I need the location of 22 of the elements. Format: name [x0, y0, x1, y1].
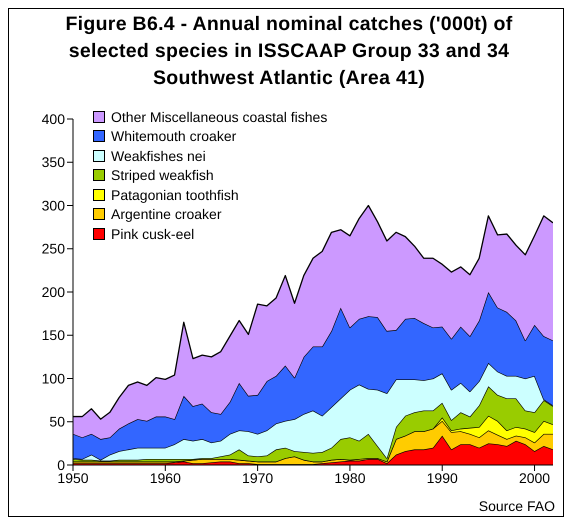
legend-label: Argentine croaker: [111, 206, 222, 222]
y-tick-label: 250: [42, 240, 66, 257]
y-tick-label: 50: [49, 414, 66, 430]
legend-label: Other Miscellaneous coastal fishes: [111, 108, 328, 125]
x-tick-label: 1970: [242, 470, 274, 486]
x-tick-label: 1980: [334, 470, 366, 486]
legend-label: Striped weakfish: [111, 167, 214, 184]
legend-label: Whitemouth croaker: [111, 128, 236, 144]
y-tick-label: 300: [42, 197, 66, 214]
legend-label: Patagonian toothfish: [111, 186, 239, 203]
source-note: Source FAO: [478, 498, 555, 514]
legend-label: Weakfishes nei: [111, 148, 206, 164]
y-tick-label: 400: [42, 110, 66, 127]
x-tick-label: 1990: [426, 470, 458, 486]
y-tick-label: 200: [42, 284, 66, 300]
y-tick-label: 150: [42, 327, 66, 344]
legend-label: Pink cusk-eel: [111, 226, 194, 242]
x-tick-label: 2000: [518, 470, 550, 486]
y-tick-label: 100: [42, 370, 66, 386]
chart-title: Figure B6.4 - Annual nominal catches ('000t) of selected species in ISSCAAP Group 33 and 34 Southwest Atlantic (Area 41): [64, 12, 514, 91]
x-tick-label: 1960: [150, 470, 182, 486]
y-tick-label: 350: [42, 154, 66, 170]
